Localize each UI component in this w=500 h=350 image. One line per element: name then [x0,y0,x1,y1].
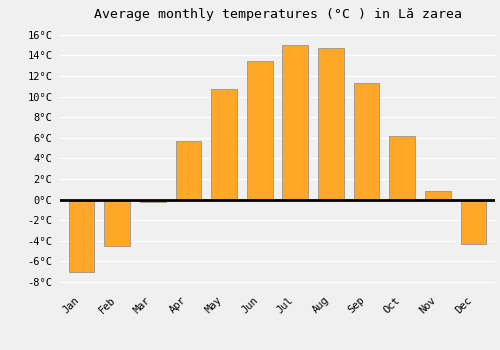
Bar [68,199,94,272]
Bar [247,61,272,200]
Bar [461,199,486,244]
Bar [354,83,380,200]
Title: Average monthly temperatures (°C ) in Lă zarea: Average monthly temperatures (°C ) in Lă… [94,8,462,21]
Bar [318,48,344,200]
Bar [390,136,415,200]
Bar [282,45,308,200]
Bar [425,191,451,200]
Bar [176,141,201,200]
Bar [140,199,166,202]
Bar [104,199,130,246]
Bar [211,89,237,200]
